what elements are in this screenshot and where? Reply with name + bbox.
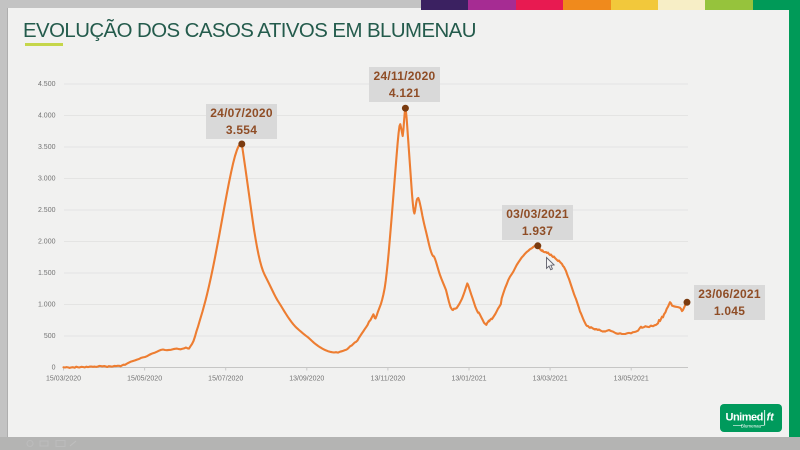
svg-text:ft: ft bbox=[767, 412, 776, 424]
svg-text:3.500: 3.500 bbox=[38, 144, 56, 151]
svg-text:13/11/2020: 13/11/2020 bbox=[371, 376, 406, 383]
svg-text:13/01/2021: 13/01/2021 bbox=[451, 376, 486, 383]
svg-text:0: 0 bbox=[52, 365, 56, 372]
svg-text:13/05/2021: 13/05/2021 bbox=[614, 376, 649, 383]
svg-text:4.500: 4.500 bbox=[38, 81, 56, 88]
svg-text:Unimed: Unimed bbox=[726, 412, 763, 424]
svg-text:500: 500 bbox=[44, 333, 56, 340]
svg-text:Blumenau: Blumenau bbox=[741, 424, 762, 429]
svg-text:2.000: 2.000 bbox=[38, 239, 56, 246]
svg-text:1.500: 1.500 bbox=[38, 270, 56, 277]
svg-text:15/03/2020: 15/03/2020 bbox=[46, 376, 81, 383]
svg-text:15/07/2020: 15/07/2020 bbox=[208, 376, 243, 383]
svg-text:3.000: 3.000 bbox=[38, 176, 56, 183]
svg-text:4.000: 4.000 bbox=[38, 113, 56, 120]
svg-text:2.500: 2.500 bbox=[38, 207, 56, 214]
svg-text:13/09/2020: 13/09/2020 bbox=[289, 376, 324, 383]
svg-text:15/05/2020: 15/05/2020 bbox=[127, 376, 162, 383]
svg-text:13/03/2021: 13/03/2021 bbox=[533, 376, 568, 383]
svg-text:1.000: 1.000 bbox=[38, 302, 56, 309]
